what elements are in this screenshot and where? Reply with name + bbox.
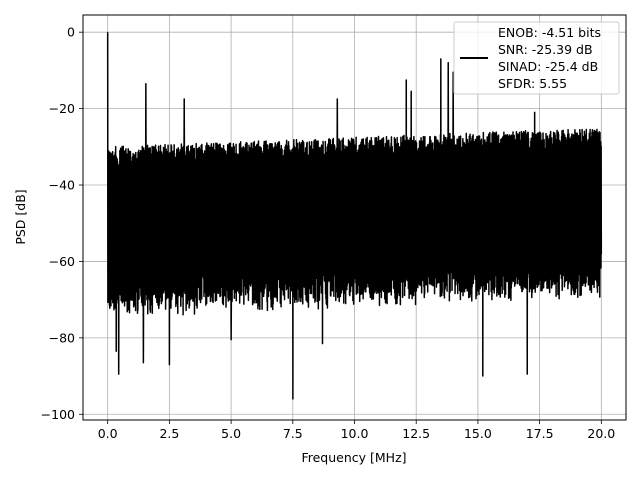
x-tick-label: 17.5 [526, 426, 554, 441]
legend-box [453, 21, 620, 95]
x-tick-label: 12.5 [402, 426, 430, 441]
x-tick-label: 10.0 [341, 426, 369, 441]
y-tick-label: −20 [49, 101, 75, 116]
legend-snr: SNR: -25.39 dB [498, 42, 593, 57]
x-tick-label: 2.5 [159, 426, 179, 441]
x-tick-label: 7.5 [283, 426, 303, 441]
x-axis-label: Frequency [MHz] [301, 450, 406, 465]
legend-sinad: SINAD: -25.4 dB [498, 59, 598, 74]
x-tick-label: 0.0 [98, 426, 118, 441]
psd-series-line [106, 32, 603, 400]
y-tick-label: −80 [49, 330, 75, 345]
y-tick-label: −60 [49, 254, 75, 269]
y-tick-label: 0 [67, 25, 75, 40]
y-tick-label: −100 [41, 407, 75, 422]
legend-sfdr: SFDR: 5.55 [498, 76, 567, 91]
x-axis-ticks: 0.0 2.5 5.0 7.5 10.0 12.5 15.0 17.5 20.0 [98, 420, 615, 441]
x-tick-label: 5.0 [221, 426, 241, 441]
y-axis-label: PSD [dB] [13, 189, 28, 244]
x-tick-label: 20.0 [587, 426, 615, 441]
y-tick-label: −40 [49, 178, 75, 193]
x-tick-label: 15.0 [464, 426, 492, 441]
plot-area [106, 32, 603, 400]
y-axis-ticks: 0 −20 −40 −60 −80 −100 [41, 25, 83, 422]
legend-enob: ENOB: -4.51 bits [498, 25, 601, 40]
legend: ENOB: -4.51 bits SNR: -25.39 dB SINAD: -… [453, 21, 620, 95]
